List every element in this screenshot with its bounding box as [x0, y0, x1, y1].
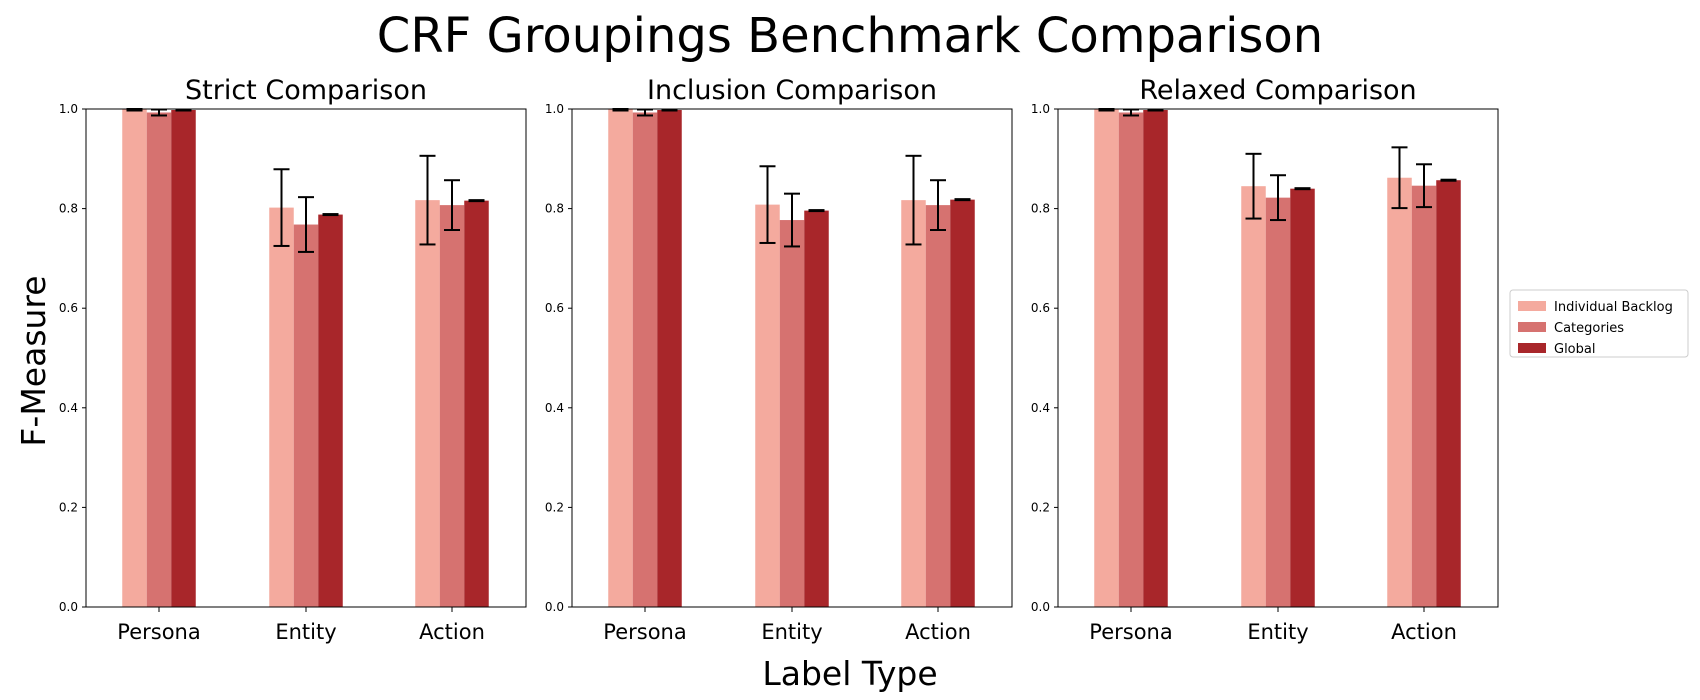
legend: Individual Backlog Categories Global: [1509, 289, 1689, 358]
legend-swatch: [1518, 301, 1546, 311]
bar: [122, 109, 147, 608]
bar: [1241, 186, 1266, 607]
y-tick-label: 1.0: [59, 102, 78, 116]
x-tick-label: Persona: [1089, 620, 1172, 644]
error-bar: [808, 209, 825, 213]
x-tick-label: Action: [419, 620, 485, 644]
bar: [1265, 197, 1291, 608]
bar: [1387, 177, 1412, 607]
bar: [1290, 188, 1315, 607]
y-tick-label: 0.2: [1031, 500, 1050, 514]
y-tick-label: 0.6: [545, 301, 564, 315]
panel-title: Strict Comparison: [185, 75, 427, 106]
bar: [464, 200, 489, 607]
y-tick-label: 0.4: [59, 401, 78, 415]
x-tick-label: Action: [905, 620, 971, 644]
y-tick-label: 0.0: [1031, 600, 1050, 614]
y-tick-label: 0.2: [59, 500, 78, 514]
error-bar: [954, 198, 971, 202]
bar: [950, 199, 975, 608]
y-tick-label: 1.0: [1031, 102, 1050, 116]
subplot-2: Inclusion Comparison 0.0 0.2 0.4 0.6 0.8 1.0 Pe…: [545, 75, 1013, 644]
error-bar: [468, 199, 485, 203]
y-tick-label: 0.6: [59, 301, 78, 315]
bar: [1143, 109, 1168, 607]
y-tick-label: 0.8: [59, 202, 78, 216]
y-tick-label: 0.2: [545, 500, 564, 514]
bar: [293, 224, 319, 607]
legend-swatch: [1518, 322, 1546, 332]
panels-layer: Strict Comparison 0.0 0.2 0.4 0.6 0.8 1.0 Perso…: [59, 75, 1499, 644]
y-axis-label: F-Measure: [14, 275, 53, 446]
bar: [269, 207, 294, 607]
legend-entry: Categories: [1518, 321, 1624, 336]
error-bar: [1416, 163, 1432, 209]
error-bar: [273, 168, 290, 247]
panel-title: Relaxed Comparison: [1139, 75, 1416, 106]
error-bar: [298, 196, 314, 253]
y-tick-label: 0.6: [1031, 301, 1050, 315]
y-tick-label: 0.8: [545, 202, 564, 216]
error-bar: [322, 213, 339, 217]
error-bar: [1391, 146, 1408, 210]
chart-title: CRF Groupings Benchmark Comparison: [377, 8, 1323, 64]
error-bar: [1245, 152, 1262, 220]
x-tick-label: Persona: [117, 620, 200, 644]
error-bar: [419, 154, 436, 246]
bar: [415, 200, 440, 607]
error-bar: [444, 179, 460, 232]
bar: [804, 210, 829, 608]
y-tick-label: 0.0: [59, 600, 78, 614]
legend-entry: Global: [1518, 342, 1595, 357]
error-bar: [784, 192, 800, 248]
x-axis-label: Label Type: [762, 654, 937, 693]
error-bar: [905, 154, 922, 246]
bar: [901, 200, 926, 607]
error-bar: [930, 179, 946, 232]
bar: [318, 214, 343, 608]
legend-swatch: [1518, 343, 1546, 353]
error-bar: [759, 165, 776, 244]
error-bar: [1270, 174, 1286, 222]
y-tick-label: 0.8: [1031, 202, 1050, 216]
y-tick-label: 0.0: [545, 600, 564, 614]
bar: [1436, 180, 1461, 608]
x-tick-label: Entity: [1247, 620, 1308, 644]
y-tick-label: 0.4: [545, 401, 564, 415]
x-tick-label: Entity: [761, 620, 822, 644]
bar: [146, 112, 172, 608]
legend-label: Global: [1554, 342, 1595, 357]
x-tick-label: Persona: [603, 620, 686, 644]
y-tick-label: 1.0: [545, 102, 564, 116]
bar: [608, 109, 633, 608]
x-tick-label: Action: [1391, 620, 1457, 644]
error-bar: [1147, 108, 1164, 112]
bar: [632, 112, 658, 608]
error-bar: [175, 108, 192, 112]
error-bar: [1294, 187, 1311, 191]
bar: [1094, 109, 1119, 608]
subplot-3: Relaxed Comparison 0.0 0.2 0.4 0.6 0.8 1.0 Pers…: [1031, 75, 1499, 644]
error-bar: [661, 108, 678, 112]
y-tick-label: 0.4: [1031, 401, 1050, 415]
bar: [1411, 185, 1437, 607]
bar: [755, 204, 780, 607]
legend-label: Individual Backlog: [1554, 300, 1673, 315]
legend-box: [1509, 289, 1689, 358]
error-bar: [1440, 178, 1457, 182]
bar: [657, 109, 682, 607]
panel-title: Inclusion Comparison: [647, 75, 937, 106]
legend-label: Categories: [1554, 321, 1624, 336]
bar: [925, 205, 951, 607]
bar: [779, 220, 805, 607]
bar: [1118, 112, 1144, 608]
bar: [171, 109, 196, 607]
legend-entry: Individual Backlog: [1518, 300, 1673, 315]
bar: [439, 205, 465, 607]
subplot-1: Strict Comparison 0.0 0.2 0.4 0.6 0.8 1.0 Perso…: [59, 75, 527, 644]
x-tick-label: Entity: [275, 620, 336, 644]
